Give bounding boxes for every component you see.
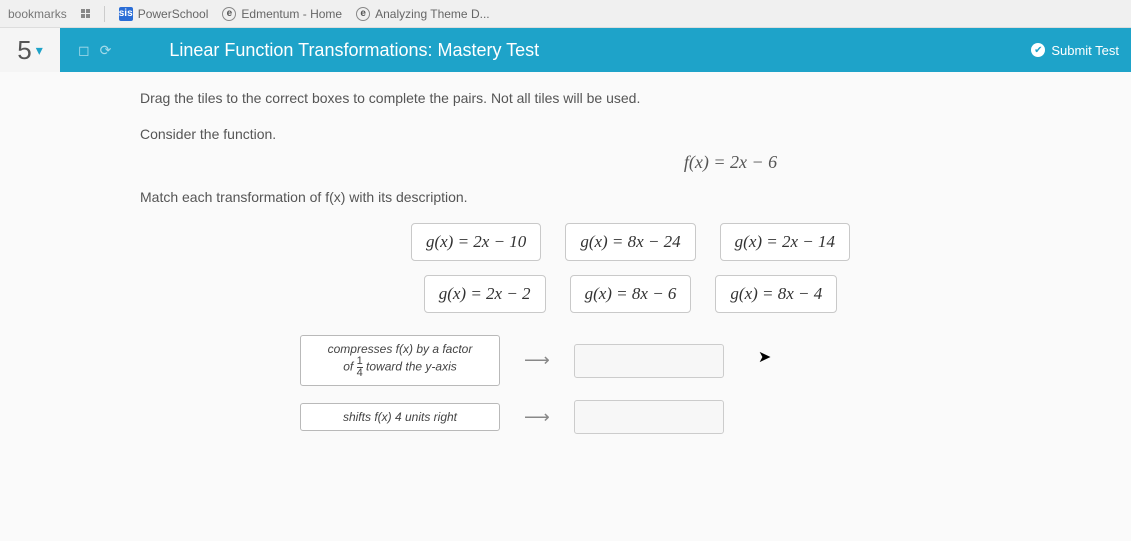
description-box: shifts f(x) 4 units right (300, 403, 500, 431)
bookmark-label: Edmentum - Home (241, 7, 342, 21)
favicon-ed: e (222, 7, 236, 21)
apps-icon[interactable] (81, 9, 90, 18)
match-label: Match each transformation of f(x) with i… (140, 189, 1061, 205)
favicon-ed: e (356, 7, 370, 21)
tiles-area: g(x) = 2x − 10 g(x) = 8x − 24 g(x) = 2x … (200, 223, 1061, 313)
description-box: compresses f(x) by a factorof 14 toward … (300, 335, 500, 386)
tile-row: g(x) = 2x − 2 g(x) = 8x − 6 g(x) = 8x − … (424, 275, 838, 313)
header-bar: 5 ▾ ◻ ⟳ Linear Function Transformations:… (0, 28, 1131, 72)
arrow-icon: ⟶ (524, 350, 550, 371)
targets-area: compresses f(x) by a factorof 14 toward … (300, 335, 1061, 434)
target-row: compresses f(x) by a factorof 14 toward … (300, 335, 1061, 386)
cursor-icon: ➤ (758, 347, 771, 367)
tool-icon[interactable]: ◻ (78, 42, 90, 59)
question-number[interactable]: 5 ▾ (0, 28, 60, 72)
consider-label: Consider the function. (140, 126, 1061, 142)
chevron-down-icon: ▾ (36, 42, 43, 59)
tools-cluster: ◻ ⟳ (78, 42, 111, 59)
tile[interactable]: g(x) = 8x − 4 (715, 275, 837, 313)
bookmarks-label: bookmarks (8, 7, 67, 21)
tile-row: g(x) = 2x − 10 g(x) = 8x − 24 g(x) = 2x … (411, 223, 850, 261)
page-title: Linear Function Transformations: Mastery… (169, 40, 539, 61)
bookmark-label: PowerSchool (138, 7, 209, 21)
tile[interactable]: g(x) = 2x − 10 (411, 223, 541, 261)
target-row: shifts f(x) 4 units right ⟶ (300, 400, 1061, 434)
instructions-text: Drag the tiles to the correct boxes to c… (140, 90, 1061, 106)
bookmarks-bar: bookmarks sis PowerSchool e Edmentum - H… (0, 0, 1131, 28)
submit-label: Submit Test (1051, 43, 1119, 58)
drop-slot[interactable] (574, 344, 724, 378)
separator (104, 6, 105, 22)
bookmark-analyzing-theme[interactable]: e Analyzing Theme D... (356, 7, 490, 21)
favicon-ps: sis (119, 7, 133, 21)
content-area: Drag the tiles to the correct boxes to c… (0, 72, 1131, 541)
drop-slot[interactable] (574, 400, 724, 434)
tile[interactable]: g(x) = 8x − 24 (565, 223, 695, 261)
check-icon: ✔ (1031, 43, 1045, 57)
tool-icon[interactable]: ⟳ (100, 42, 112, 59)
base-formula: f(x) = 2x − 6 (400, 152, 1061, 173)
arrow-icon: ⟶ (524, 407, 550, 428)
tile[interactable]: g(x) = 8x − 6 (570, 275, 692, 313)
question-number-value: 5 (17, 35, 31, 66)
bookmark-label: Analyzing Theme D... (375, 7, 490, 21)
submit-test-button[interactable]: ✔ Submit Test (1031, 43, 1119, 58)
bookmark-powerschool[interactable]: sis PowerSchool (119, 7, 209, 21)
tile[interactable]: g(x) = 2x − 14 (720, 223, 850, 261)
tile[interactable]: g(x) = 2x − 2 (424, 275, 546, 313)
bookmark-edmentum-home[interactable]: e Edmentum - Home (222, 7, 342, 21)
